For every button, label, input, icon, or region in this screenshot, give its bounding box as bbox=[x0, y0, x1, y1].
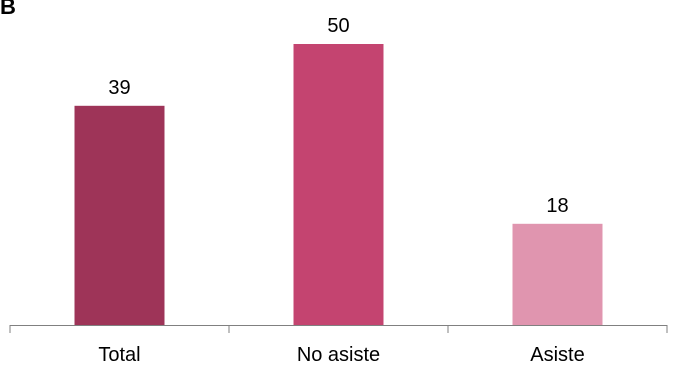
x-tick-label-total: Total bbox=[98, 344, 140, 366]
x-axis: Total No asiste Asiste bbox=[9, 325, 668, 366]
data-labels-group: 39 50 18 bbox=[108, 15, 568, 217]
bars-group bbox=[74, 44, 603, 325]
bar-total bbox=[74, 105, 165, 325]
corner-mark: B bbox=[0, 0, 16, 19]
data-label-no-asiste: 50 bbox=[327, 15, 349, 37]
x-tick-label-no-asiste: No asiste bbox=[297, 344, 380, 366]
data-label-total: 39 bbox=[108, 77, 130, 99]
x-tick-label-asiste: Asiste bbox=[530, 344, 584, 366]
data-label-asiste: 18 bbox=[546, 195, 568, 217]
bar-asiste bbox=[512, 223, 603, 325]
bar-no-asiste bbox=[293, 44, 384, 325]
